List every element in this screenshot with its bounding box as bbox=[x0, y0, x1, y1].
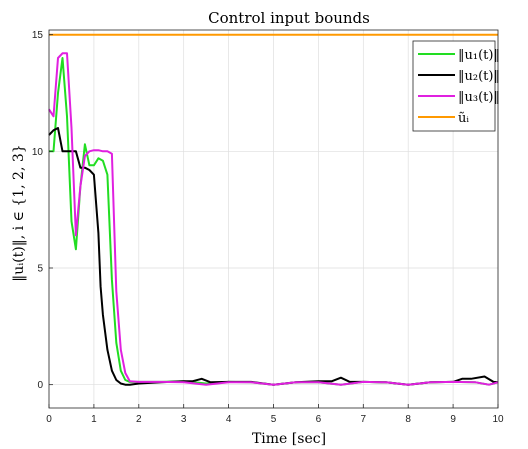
legend-label: ‖u₁(t)‖ bbox=[458, 48, 500, 63]
y-axis-label: ‖uᵢ(t)‖, i ∈ {1, 2, 3} bbox=[11, 144, 27, 281]
legend-label: ‖u₃(t)‖ bbox=[458, 90, 500, 105]
y-tick-label: 10 bbox=[32, 147, 44, 158]
x-axis: 0 1 2 3 4 5 6 7 8 9 10 bbox=[46, 404, 504, 425]
chart-title: Control input bounds bbox=[208, 9, 370, 27]
x-tick-label: 2 bbox=[136, 414, 142, 425]
legend-label: ũᵢ bbox=[458, 111, 469, 126]
x-tick-label: 0 bbox=[46, 414, 52, 425]
x-tick-label: 8 bbox=[405, 414, 411, 425]
y-axis: 0 5 10 15 bbox=[32, 30, 53, 391]
x-tick-label: 1 bbox=[91, 414, 97, 425]
series-layer bbox=[48, 33, 499, 386]
x-tick-label: 5 bbox=[271, 414, 277, 425]
y-tick-label: 0 bbox=[37, 380, 43, 391]
x-tick-label: 4 bbox=[226, 414, 232, 425]
x-tick-label: 6 bbox=[316, 414, 322, 425]
y-tick-label: 15 bbox=[32, 30, 44, 41]
x-tick-label: 3 bbox=[181, 414, 187, 425]
legend: ‖u₁(t)‖ ‖u₂(t)‖ ‖u₃(t)‖ ũᵢ bbox=[412, 40, 500, 132]
x-tick-label: 9 bbox=[450, 414, 456, 425]
legend-label: ‖u₂(t)‖ bbox=[458, 69, 500, 84]
x-tick-label: 7 bbox=[361, 414, 367, 425]
x-axis-label: Time [sec] bbox=[252, 431, 326, 447]
x-tick-label: 10 bbox=[492, 414, 504, 425]
y-tick-label: 5 bbox=[37, 264, 43, 275]
series-line-3 bbox=[48, 52, 499, 386]
